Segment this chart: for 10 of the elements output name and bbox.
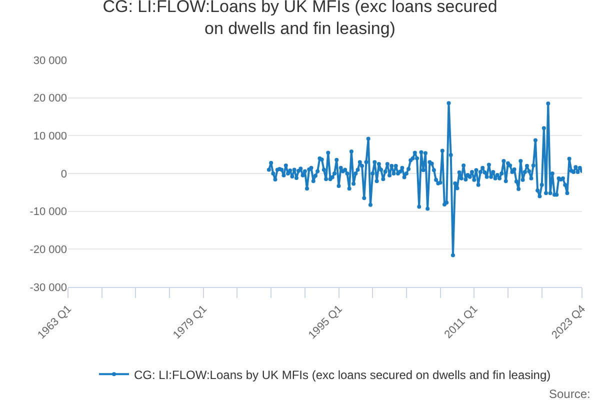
y-tick-label: 10 000 xyxy=(33,130,67,143)
source-note: Source: xyxy=(549,387,590,400)
y-tick-label: -30 000 xyxy=(30,282,67,294)
y-tick-label: -10 000 xyxy=(30,206,67,218)
y-tick-label: 20 000 xyxy=(33,92,67,105)
y-tick-label: 0 xyxy=(60,168,67,180)
y-tick-label: 30 000 xyxy=(33,54,67,67)
legend-label: CG: LI:FLOW:Loans by UK MFIs (exc loans secured on dwells and fin leasing) xyxy=(134,368,551,382)
chart-title: CG: LI:FLOW:Loans by UK MFIs (exc loans secured on dwells and fin leasing) xyxy=(102,0,498,38)
y-tick-label: -20 000 xyxy=(30,244,67,256)
